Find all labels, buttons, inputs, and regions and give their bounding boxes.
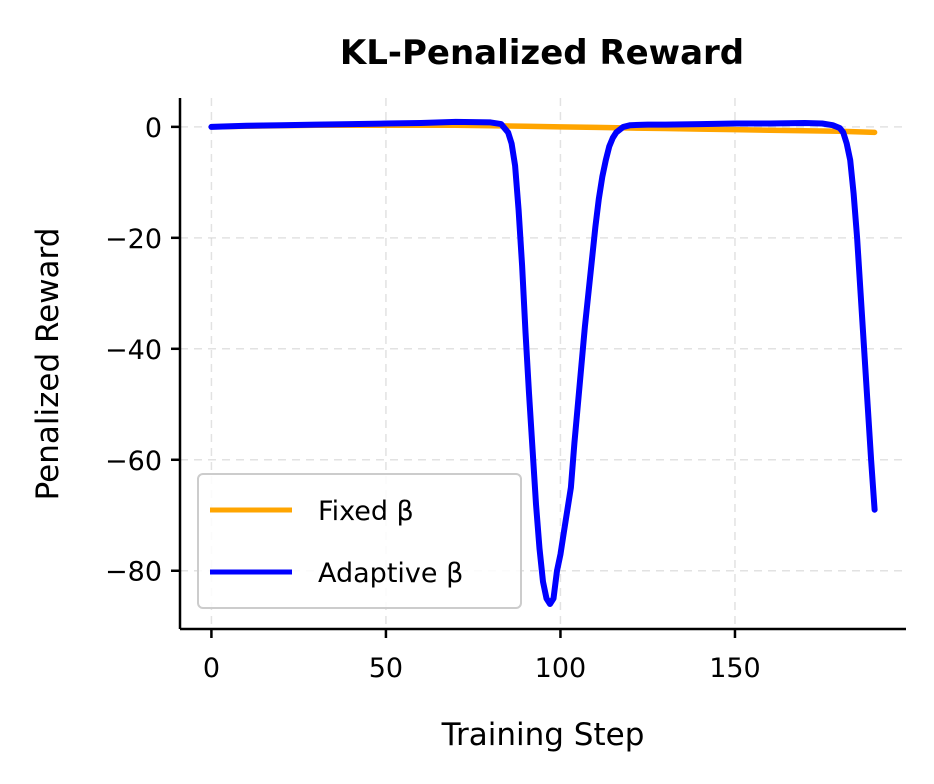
series-layer (208, 118, 878, 607)
y-tick-label-1: −20 (105, 224, 162, 255)
x-tick-label-0: 0 (203, 653, 220, 684)
chart-title: KL-Penalized Reward (340, 33, 744, 73)
legend: Fixed β Adaptive β (197, 473, 522, 609)
legend-label-adaptive-beta: Adaptive β (318, 558, 463, 589)
y-tick-label-4: −80 (105, 557, 162, 588)
y-axis-label: Penalized Reward (30, 228, 66, 501)
x-tick-label-2: 100 (535, 653, 587, 684)
ticks: 0 50 100 150 0 −20 −40 −60 −80 (105, 113, 761, 684)
y-tick-label-0: 0 (145, 113, 162, 144)
y-tick-label-3: −60 (105, 446, 162, 477)
x-tick-label-1: 50 (369, 653, 403, 684)
legend-label-fixed-beta: Fixed β (318, 496, 414, 527)
x-axis-label: Training Step (441, 717, 645, 753)
grid (180, 98, 906, 629)
y-tick-label-2: −40 (105, 335, 162, 366)
x-tick-label-3: 150 (709, 653, 761, 684)
series-line-adaptive-beta (208, 118, 878, 607)
